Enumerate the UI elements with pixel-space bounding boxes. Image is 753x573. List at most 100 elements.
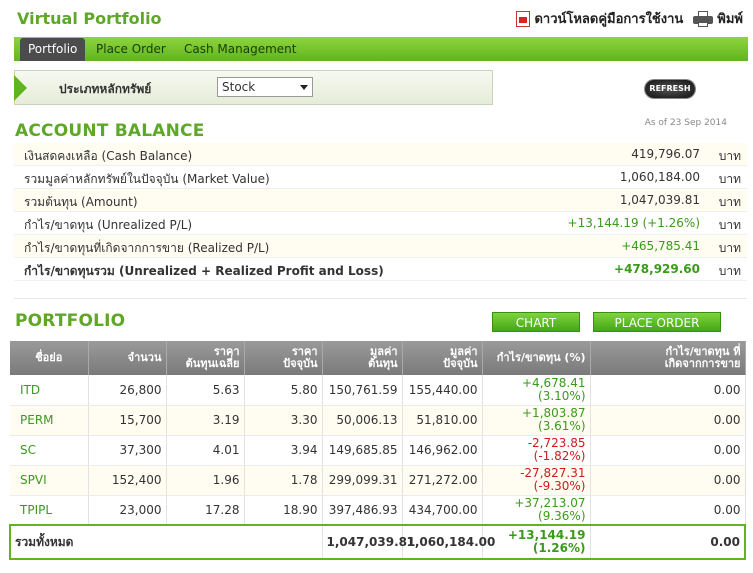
realized-pl-cell: 0.00 (590, 495, 746, 526)
market-value-cell: 146,962.00 (402, 435, 483, 466)
arrow-icon (14, 75, 27, 101)
current-price-cell: 3.30 (244, 405, 323, 436)
col-unrealized-pl: กำไร/ขาดทุน (%) (482, 341, 591, 375)
table-row: ITD 26,800 5.63 5.80 150,761.59 155,440.… (10, 375, 746, 406)
balance-value: 419,796.07 (631, 147, 700, 161)
cost-cell: 149,685.85 (322, 435, 403, 466)
avg-price-cell: 4.01 (166, 435, 245, 466)
col-avg-price: ราคา ต้นทุนเฉลี่ย (166, 341, 245, 375)
print-link[interactable]: พิมพ์ (693, 8, 743, 29)
balance-unit: บาท (718, 149, 741, 163)
security-type-filter: ประเภทหลักทรัพย์ Stock (14, 70, 493, 105)
current-price-cell: 1.78 (244, 465, 323, 496)
balance-unit: บาท (718, 172, 741, 186)
tab-place-order[interactable]: Place Order (96, 42, 166, 56)
total-market-value: 1,060,184.00 (402, 524, 495, 560)
balance-label: รวมต้นทุน (Amount) (24, 195, 138, 209)
balance-unit: บาท (718, 241, 741, 255)
current-price-cell: 5.80 (244, 375, 323, 406)
symbol-link[interactable]: TPIPL (10, 495, 89, 526)
security-type-select[interactable]: Stock (217, 77, 313, 97)
refresh-button[interactable]: REFRESH (645, 80, 695, 98)
balance-label: กำไร/ขาดทุนที่เกิดจากการขาย (Realized P/… (24, 241, 270, 255)
unrealized-pl-cell: +37,213.07 (9.36%) (482, 495, 591, 526)
app-title: Virtual Portfolio (17, 9, 162, 28)
realized-pl-cell: 0.00 (590, 465, 746, 496)
header-actions: ดาวน์โหลดคู่มือการใช้งาน พิมพ์ (516, 8, 743, 29)
total-label: รวมทั้งหมด (9, 524, 323, 560)
balance-row-realized: กำไร/ขาดทุนที่เกิดจากการขาย (Realized P/… (14, 235, 747, 258)
balance-value: 1,060,184.00 (619, 170, 700, 184)
table-total-row: รวมทั้งหมด 1,047,039.81 1,060,184.00 +13… (9, 524, 746, 560)
tab-cash-management[interactable]: Cash Management (184, 42, 297, 56)
cost-cell: 50,006.13 (322, 405, 403, 436)
table-row: TPIPL 23,000 17.28 18.90 397,486.93 434,… (10, 495, 746, 526)
avg-price-cell: 5.63 (166, 375, 245, 406)
market-value-cell: 51,810.00 (402, 405, 483, 436)
current-price-cell: 18.90 (244, 495, 323, 526)
unrealized-pl-cell: -2,723.85 (-1.82%) (482, 435, 591, 466)
balance-unit: บาท (718, 195, 741, 209)
volume-cell: 15,700 (88, 405, 167, 436)
total-unrealized-pl: +13,144.19 (1.26%) (482, 524, 591, 560)
unrealized-pl-cell: +1,803.87 (3.61%) (482, 405, 591, 436)
realized-pl-cell: 0.00 (590, 375, 746, 406)
account-balance-title: ACCOUNT BALANCE (15, 121, 205, 141)
table-row: PERM 15,700 3.19 3.30 50,006.13 51,810.0… (10, 405, 746, 436)
portfolio-title: PORTFOLIO (15, 311, 126, 331)
chart-button[interactable]: CHART (492, 312, 580, 332)
volume-cell: 23,000 (88, 495, 167, 526)
portfolio-table: ชื่อย่อ จำนวน ราคา ต้นทุนเฉลี่ย ราคา ปัจจุ… (9, 341, 746, 560)
current-price-cell: 3.94 (244, 435, 323, 466)
volume-cell: 37,300 (88, 435, 167, 466)
tab-portfolio[interactable]: Portfolio (20, 38, 86, 61)
col-cost-value: มูลค่า ต้นทุน (322, 341, 403, 375)
balance-row-unrealized: กำไร/ขาดทุน (Unrealized P/L) +13,144.19 … (14, 212, 747, 235)
printer-icon (693, 10, 714, 27)
table-row: SPVI 152,400 1.96 1.78 299,099.31 271,27… (10, 465, 746, 496)
security-type-value: Stock (222, 80, 256, 94)
symbol-link[interactable]: SC (10, 435, 89, 466)
col-symbol: ชื่อย่อ (10, 341, 89, 375)
realized-pl-cell: 0.00 (590, 405, 746, 436)
table-header-row: ชื่อย่อ จำนวน ราคา ต้นทุนเฉลี่ย ราคา ปัจจุ… (10, 341, 746, 375)
balance-label: เงินสดคงเหลือ (Cash Balance) (24, 149, 193, 163)
symbol-link[interactable]: SPVI (10, 465, 89, 496)
table-row: SC 37,300 4.01 3.94 149,685.85 146,962.0… (10, 435, 746, 466)
chevron-down-icon (300, 85, 308, 90)
balance-row-amount: รวมต้นทุน (Amount) 1,047,039.81 บาท (14, 189, 747, 212)
download-manual-link[interactable]: ดาวน์โหลดคู่มือการใช้งาน (516, 8, 683, 29)
symbol-link[interactable]: PERM (10, 405, 89, 436)
account-balance-list: เงินสดคงเหลือ (Cash Balance) 419,796.07 … (14, 143, 747, 281)
col-current-price: ราคา ปัจจุบัน (244, 341, 323, 375)
balance-value: 1,047,039.81 (619, 193, 700, 207)
balance-row-market-value: รวมมูลค่าหลักทรัพย์ในปัจจุบัน (Market Va… (14, 166, 747, 189)
total-realized-pl: 0.00 (590, 524, 746, 560)
unrealized-pl-cell: -27,827.31 (-9.30%) (482, 465, 591, 496)
col-realized-pl: กำไร/ขาดทุน ที่ เกิดจากการขาย (590, 341, 746, 375)
as-of-date: As of 23 Sep 2014 (644, 118, 727, 128)
unrealized-pl-cell: +4,678.41 (3.10%) (482, 375, 591, 406)
col-market-value: มูลค่า ปัจจุบัน (402, 341, 483, 375)
place-order-button[interactable]: PLACE ORDER (593, 312, 721, 332)
cost-cell: 397,486.93 (322, 495, 403, 526)
balance-row-cash: เงินสดคงเหลือ (Cash Balance) 419,796.07 … (14, 143, 747, 166)
balance-value: +478,929.60 (614, 262, 700, 276)
volume-cell: 152,400 (88, 465, 167, 496)
print-label: พิมพ์ (717, 12, 743, 27)
realized-pl-cell: 0.00 (590, 435, 746, 466)
balance-label: กำไร/ขาดทุนรวม (Unrealized + Realized Pr… (24, 264, 384, 278)
balance-value: +13,144.19 (+1.26%) (567, 216, 700, 230)
page-header: Virtual Portfolio ดาวน์โหลดคู่มือการใช้ง… (0, 0, 753, 36)
security-type-label: ประเภทหลักทรัพย์ (59, 82, 152, 96)
balance-value: +465,785.41 (621, 239, 700, 253)
total-cost: 1,047,039.81 (322, 524, 415, 560)
market-value-cell: 155,440.00 (402, 375, 483, 406)
col-volume: จำนวน (88, 341, 167, 375)
cost-cell: 299,099.31 (322, 465, 403, 496)
balance-row-total: กำไร/ขาดทุนรวม (Unrealized + Realized Pr… (14, 258, 747, 281)
symbol-link[interactable]: ITD (10, 375, 89, 406)
balance-label: กำไร/ขาดทุน (Unrealized P/L) (24, 218, 193, 232)
balance-unit: บาท (718, 264, 741, 278)
cost-cell: 150,761.59 (322, 375, 403, 406)
